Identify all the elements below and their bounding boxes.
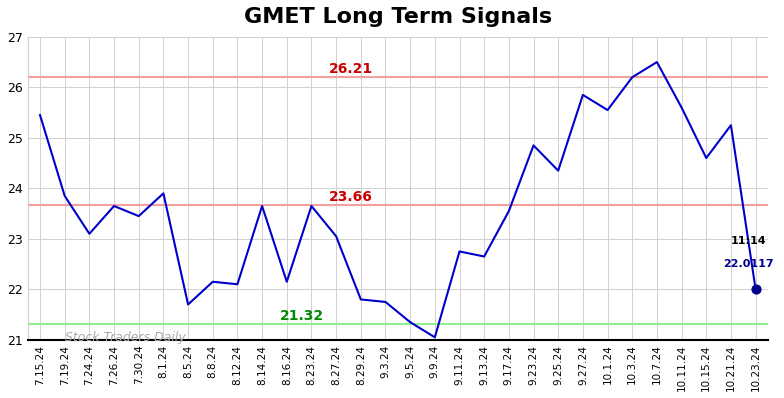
Text: 23.66: 23.66 [329,191,373,205]
Text: 26.21: 26.21 [328,62,373,76]
Text: Stock Traders Daily: Stock Traders Daily [65,331,186,344]
Point [750,286,762,293]
Title: GMET Long Term Signals: GMET Long Term Signals [244,7,552,27]
Text: 21.32: 21.32 [280,308,324,323]
Text: 11:14: 11:14 [731,236,766,246]
Text: 22.0117: 22.0117 [723,259,774,269]
